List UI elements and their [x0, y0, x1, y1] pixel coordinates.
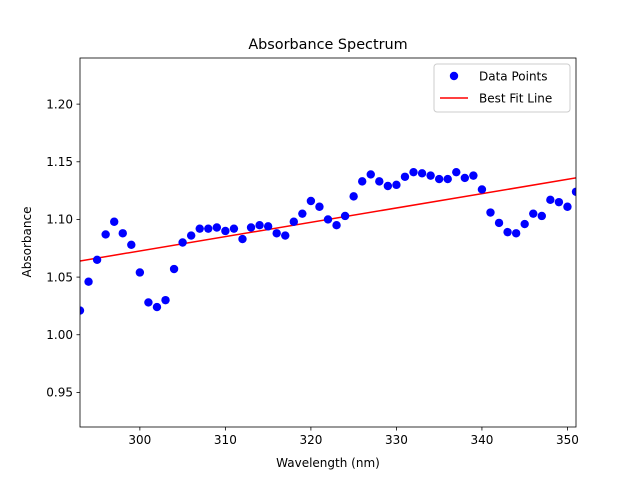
plot-area: 300 310 320 330 340 350 0.95 1.00 1.05 1.10 1.15 1.…: [46, 57, 579, 447]
x-tick-label: 310: [214, 433, 237, 447]
data-point: [392, 180, 401, 190]
data-point: [537, 211, 546, 221]
data-point: [92, 255, 102, 264]
data-point: [221, 226, 230, 236]
data-point: [486, 208, 495, 217]
x-axis-label: Wavelength (nm): [276, 456, 380, 470]
y-tick-label: 1.10: [46, 213, 73, 227]
data-point: [118, 229, 127, 238]
data-point: [563, 202, 572, 211]
y-tick-label: 1.20: [46, 97, 73, 111]
data-point: [144, 298, 153, 307]
x-tick-label: 300: [128, 433, 151, 447]
data-point: [272, 229, 281, 238]
data-point: [255, 221, 264, 230]
data-point: [289, 217, 298, 226]
y-tick-label: 1.05: [46, 270, 73, 284]
data-point: [340, 211, 350, 221]
data-point: [469, 171, 478, 180]
data-point: [315, 202, 324, 211]
data-point: [417, 169, 427, 178]
data-point: [434, 174, 444, 184]
data-point: [571, 187, 576, 196]
data-point: [178, 238, 187, 247]
data-point: [186, 231, 196, 240]
data-point: [460, 173, 470, 183]
data-point: [426, 171, 435, 180]
data-point: [169, 264, 179, 274]
data-point: [101, 230, 110, 239]
axes-frame: [79, 57, 577, 428]
data-point: [135, 268, 145, 277]
legend-label-best-fit-line: Best Fit Line: [479, 92, 552, 106]
data-point: [546, 195, 555, 205]
y-tick-label: 1.15: [46, 155, 73, 169]
data-point: [358, 177, 367, 186]
data-point: [212, 223, 222, 232]
data-point: [409, 167, 418, 177]
data-point: [161, 295, 170, 305]
data-point: [503, 227, 512, 237]
data-point: [511, 229, 521, 238]
data-point: [443, 174, 452, 184]
data-point: [246, 223, 256, 232]
data-point: [195, 224, 204, 233]
legend-marker-data-points: [449, 71, 459, 81]
data-point: [529, 209, 538, 218]
data-point: [298, 209, 307, 218]
data-point: [152, 302, 162, 312]
x-tick-label: 340: [470, 433, 493, 447]
data-point: [84, 277, 93, 286]
x-tick-label: 350: [556, 433, 579, 447]
data-point: [400, 172, 410, 181]
x-tick-label: 330: [385, 433, 408, 447]
data-point: [323, 215, 333, 224]
data-point: [383, 181, 393, 191]
data-point: [375, 177, 384, 186]
data-point: [306, 196, 316, 206]
legend: Data Points Best Fit Line: [433, 63, 571, 113]
data-point: [204, 224, 213, 233]
data-point: [127, 240, 136, 250]
legend-label-data-points: Data Points: [479, 70, 548, 84]
data-point: [110, 217, 119, 226]
data-point: [80, 306, 85, 315]
data-point: [332, 221, 341, 230]
data-point: [554, 197, 564, 207]
x-tick-label: 320: [299, 433, 322, 447]
data-point: [229, 224, 239, 233]
data-point: [452, 167, 461, 177]
y-tick-label: 0.95: [46, 386, 73, 400]
data-point: [349, 192, 358, 201]
data-point: [477, 185, 487, 194]
data-point: [366, 170, 375, 179]
data-point: [263, 222, 273, 231]
data-point: [238, 234, 247, 244]
y-axis-label: Absorbance: [20, 207, 34, 278]
data-layer: [80, 167, 576, 315]
chart-title: Absorbance Spectrum: [248, 37, 407, 53]
legend-box: [433, 63, 571, 113]
data-point: [520, 219, 529, 229]
data-point: [281, 231, 290, 240]
y-tick-label: 1.00: [46, 328, 73, 342]
data-point: [494, 218, 504, 228]
